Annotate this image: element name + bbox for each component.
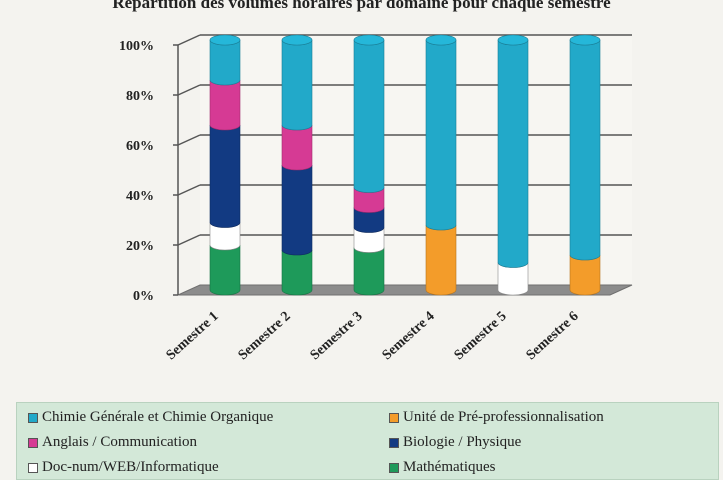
legend-swatch — [389, 462, 399, 473]
bar-segment — [425, 39, 457, 231]
legend-swatch — [389, 437, 399, 448]
chart-plot: 0% 20% 40% 60% 80% 100% Semestre 1 Semestre 2 Se… — [119, 34, 633, 363]
legend-swatch — [28, 462, 38, 473]
legend-label: Mathématiques — [403, 459, 496, 475]
bar-segment — [425, 224, 457, 296]
x-tick-label: Semestre 6 — [524, 309, 582, 363]
x-tick-label: Semestre 5 — [452, 309, 510, 363]
bar-segment — [281, 39, 313, 131]
legend-item: Unité de Pré-professionnalisation — [389, 409, 604, 426]
legend-swatch — [389, 412, 399, 423]
bar-segment — [209, 244, 241, 296]
bar-segment — [497, 39, 529, 268]
legend-item: Mathématiques — [389, 459, 495, 476]
gridline-diagonal — [177, 34, 201, 46]
legend-label: Biologie / Physique — [403, 434, 522, 450]
y-tick-label: 100% — [119, 39, 154, 54]
legend-label: Doc-num/WEB/Informatique — [42, 459, 219, 475]
chart-back-wall — [200, 35, 632, 285]
legend-item: Doc-num/WEB/Informatique — [28, 459, 219, 476]
y-tick-label: 20% — [126, 239, 154, 254]
bar-segment — [209, 124, 241, 228]
legend-label: Unité de Pré-professionnalisation — [403, 409, 604, 425]
y-tick-label: 0% — [133, 289, 154, 304]
bar-top-cap — [425, 34, 457, 46]
x-tick-label: Semestre 1 — [164, 309, 222, 363]
legend-item: Anglais / Communication — [28, 434, 197, 451]
gridline-diagonal — [177, 134, 201, 146]
bar-top-cap — [209, 34, 241, 46]
gridline-diagonal — [177, 84, 201, 96]
bar-segment — [569, 254, 601, 296]
y-tick-label: 60% — [126, 139, 154, 154]
x-tick-label: Semestre 2 — [236, 309, 294, 363]
chart-title: Répartition des volumes horaires par dom… — [112, 0, 611, 12]
bar-segment — [569, 39, 601, 261]
gridline-diagonal — [177, 234, 201, 246]
bar-segment — [353, 39, 385, 193]
legend-label: Chimie Générale et Chimie Organique — [42, 409, 274, 425]
y-tick-label: 80% — [126, 89, 154, 104]
bar-segment — [209, 79, 241, 131]
gridline-diagonal — [177, 184, 201, 196]
bar-segment — [209, 39, 241, 86]
bar-top-cap — [281, 34, 313, 46]
bar-top-cap — [353, 34, 385, 46]
bar-top-cap — [497, 34, 529, 46]
bar-top-cap — [569, 34, 601, 46]
x-tick-label: Semestre 3 — [308, 309, 366, 363]
x-tick-label: Semestre 4 — [380, 309, 438, 363]
bar-segment — [281, 164, 313, 256]
chart-floor — [177, 284, 633, 296]
bar-segment — [281, 124, 313, 171]
y-tick-label: 40% — [126, 189, 154, 204]
bar-segment — [353, 247, 385, 296]
bar-segment — [281, 249, 313, 296]
legend-label: Anglais / Communication — [42, 434, 197, 450]
legend-swatch — [28, 412, 38, 423]
legend-item: Chimie Générale et Chimie Organique — [28, 409, 273, 426]
legend-swatch — [28, 437, 38, 448]
legend-item: Biologie / Physique — [389, 434, 521, 451]
chart-legend: Chimie Générale et Chimie Organique Unité… — [16, 402, 719, 480]
